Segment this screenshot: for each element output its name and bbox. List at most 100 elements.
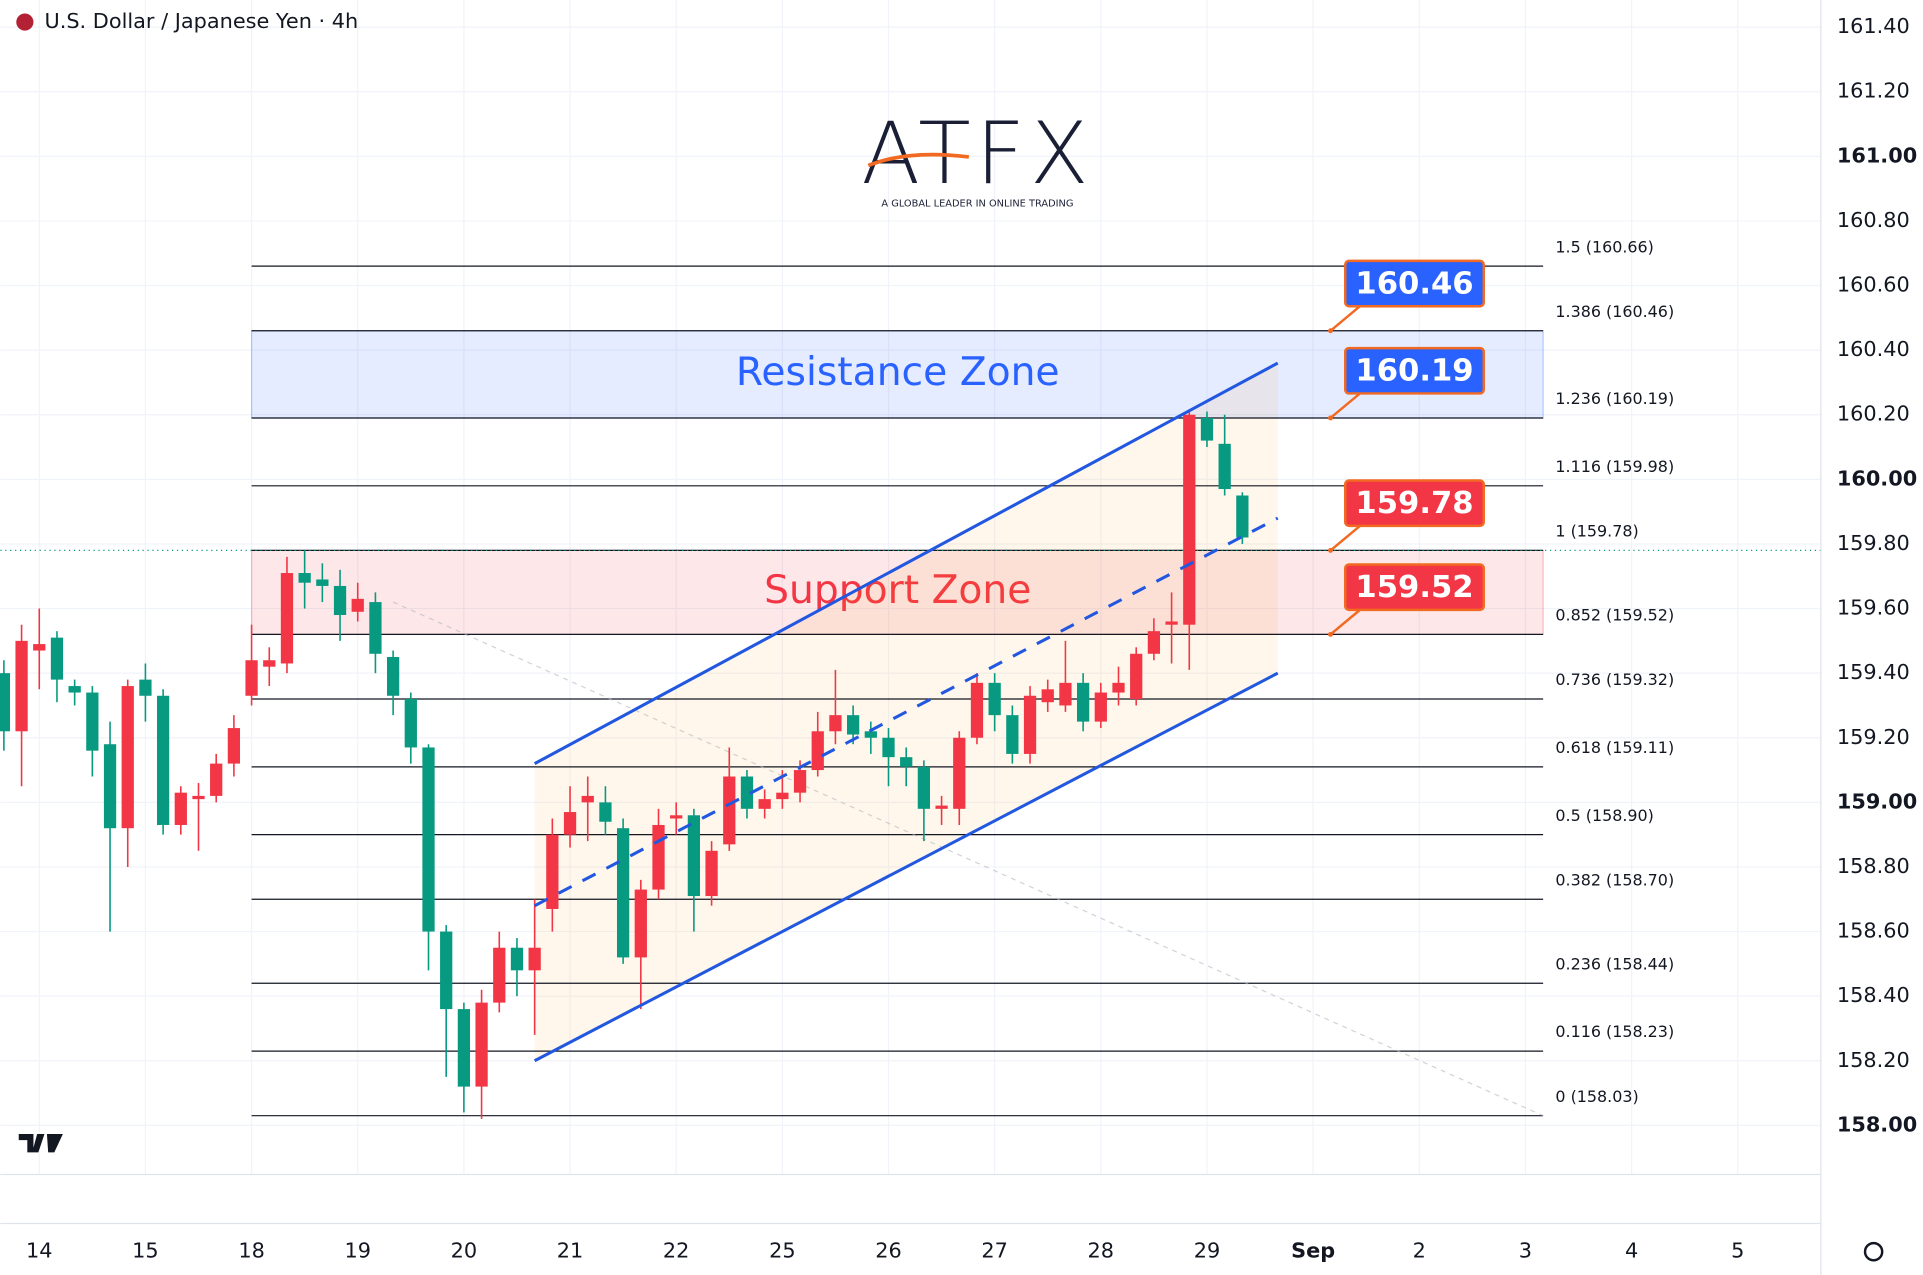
- candle-body: [1112, 682, 1125, 693]
- candle-body: [33, 644, 46, 651]
- callout-label: 159.52: [1355, 570, 1473, 605]
- candle-body: [404, 698, 417, 748]
- candle-body: [988, 682, 1001, 716]
- logo-tagline: A GLOBAL LEADER IN ONLINE TRADING: [881, 199, 1073, 210]
- settings-icon[interactable]: [1863, 1241, 1884, 1262]
- zone-label: Support Zone: [764, 568, 1031, 613]
- x-tick-label: 14: [26, 1239, 53, 1263]
- x-tick-label: 29: [1194, 1239, 1221, 1263]
- x-tick-label: 18: [238, 1239, 265, 1263]
- flag-icon: [16, 13, 34, 31]
- candle-body: [263, 660, 276, 667]
- x-tick-label: 21: [557, 1239, 584, 1263]
- trendline: [392, 601, 1544, 1117]
- candle-body: [422, 747, 435, 932]
- fib-label: 0.618 (159.11): [1555, 738, 1674, 757]
- candle-body: [687, 815, 701, 897]
- candle-body: [139, 679, 152, 696]
- candle-body: [846, 715, 860, 735]
- fib-label: 0.236 (158.44): [1555, 954, 1674, 973]
- candle-body: [369, 602, 382, 654]
- candle-body: [386, 657, 400, 696]
- candle-body: [634, 889, 647, 958]
- candle-body: [758, 799, 771, 809]
- y-tick-label: 161.20: [1837, 79, 1910, 103]
- x-tick-label: 2: [1413, 1239, 1426, 1263]
- candle-body: [103, 744, 117, 829]
- candle-body: [528, 947, 541, 971]
- x-tick-label: 25: [769, 1239, 796, 1263]
- callout-label: 160.19: [1355, 354, 1473, 389]
- x-tick-label: Sep: [1291, 1239, 1335, 1263]
- callout-label: 159.78: [1355, 486, 1473, 521]
- y-tick-label: 158.20: [1837, 1048, 1910, 1072]
- callout-box: [1344, 346, 1485, 395]
- candle-body: [652, 824, 665, 890]
- y-tick-label: 159.20: [1837, 725, 1910, 749]
- channel-lower: [533, 671, 1279, 1063]
- candle-body: [1023, 695, 1037, 754]
- candle-body: [245, 660, 258, 696]
- x-tick-label: 26: [875, 1239, 902, 1263]
- candle-body: [86, 692, 99, 751]
- y-tick-label: 161.40: [1837, 14, 1910, 38]
- candle-body: [210, 763, 223, 796]
- candle-body: [1041, 689, 1054, 703]
- logo: ATFX: [861, 104, 1093, 204]
- candle-body: [740, 776, 754, 809]
- candle-body: [510, 947, 524, 971]
- callout-box: [1344, 259, 1485, 308]
- x-tick-label: 22: [663, 1239, 690, 1263]
- candle-body: [670, 815, 683, 819]
- y-tick-label: 160.20: [1837, 402, 1910, 426]
- callout-pointer: [1329, 392, 1361, 419]
- candle-body: [917, 766, 931, 809]
- y-tick-label: 161.00: [1837, 143, 1917, 167]
- candle-body: [935, 805, 948, 809]
- candle-body: [192, 795, 205, 800]
- candle-body: [723, 776, 736, 845]
- candle-body: [50, 637, 64, 680]
- candle-body: [0, 673, 11, 732]
- candle-body: [440, 931, 453, 1010]
- candle-body: [475, 1002, 488, 1087]
- candle-body: [705, 850, 718, 897]
- y-tick-label: 159.80: [1837, 531, 1910, 555]
- callout-box: [1344, 479, 1485, 528]
- chart-title: U.S. Dollar / Japanese Yen · 4h: [44, 9, 358, 33]
- callout-pointer: [1329, 524, 1361, 552]
- x-tick-label: 20: [451, 1239, 478, 1263]
- y-tick-label: 160.60: [1837, 273, 1910, 297]
- candle-body: [793, 770, 807, 793]
- fib-label: 0.736 (159.32): [1555, 670, 1674, 689]
- candle-body: [1059, 682, 1072, 706]
- candle-body: [493, 947, 506, 1003]
- candle-body: [1076, 682, 1090, 722]
- candle-body: [581, 795, 594, 803]
- fib-label: 1 (159.78): [1555, 522, 1638, 541]
- callout-pointer: [1329, 608, 1361, 636]
- x-tick-label: 27: [981, 1239, 1008, 1263]
- zone: [250, 330, 1544, 419]
- y-tick-label: 159.00: [1837, 789, 1917, 813]
- fib-label: 0.5 (158.90): [1555, 806, 1654, 825]
- candle-body: [900, 757, 913, 767]
- y-tick-label: 158.80: [1837, 854, 1910, 878]
- zone: [250, 549, 1544, 636]
- y-tick-label: 160.40: [1837, 337, 1910, 361]
- candle-body: [1200, 417, 1214, 441]
- candle-body: [953, 737, 966, 809]
- candle-body: [227, 728, 241, 764]
- candle-body: [316, 579, 329, 586]
- candle-body: [457, 1009, 471, 1087]
- y-tick-label: 158.60: [1837, 919, 1910, 943]
- candle-body: [970, 682, 984, 738]
- candle-body: [1147, 631, 1161, 654]
- candle-body: [15, 640, 28, 732]
- candle-body: [882, 737, 895, 758]
- candle-body: [776, 792, 789, 800]
- x-tick-label: 3: [1519, 1239, 1532, 1263]
- candle-body: [298, 573, 311, 583]
- x-tick-label: 28: [1088, 1239, 1115, 1263]
